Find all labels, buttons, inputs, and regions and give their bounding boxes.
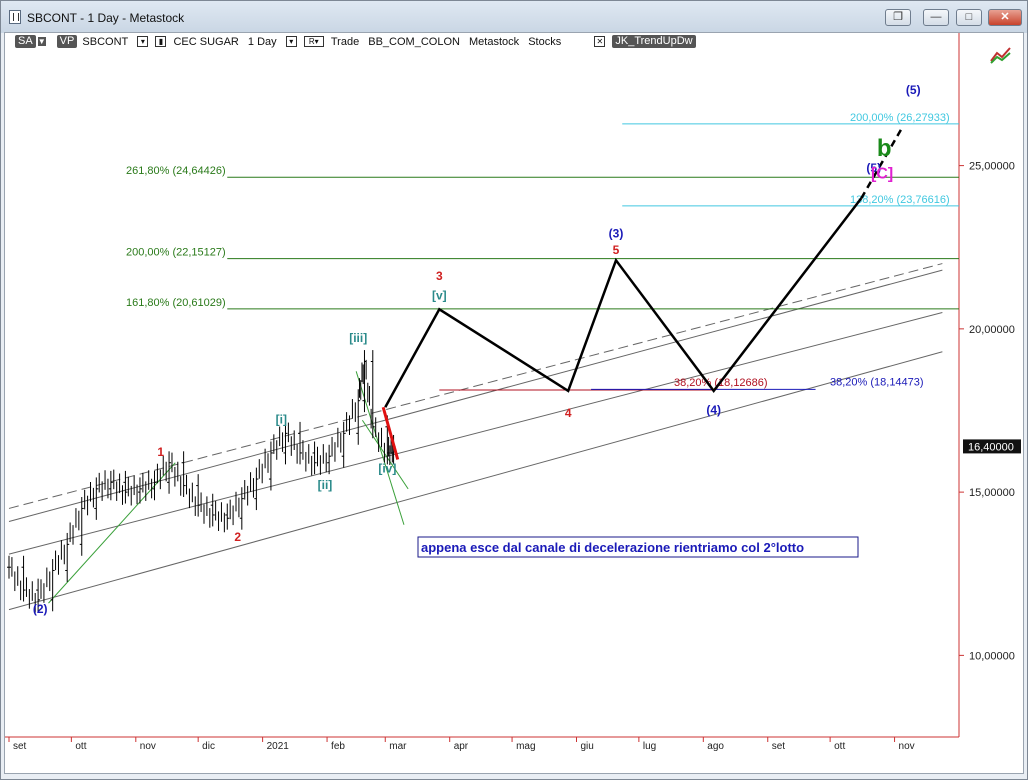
security-name: CEC SUGAR [173,35,239,48]
x-tick-label: ago [707,741,724,752]
wave-label: [C] [871,166,893,183]
wave-label: [iii] [349,331,367,345]
period-label: 1 Day [247,35,277,48]
title-bar: SBCONT - 1 Day - Metastock ❐ — □ ✕ [1,1,1027,33]
fib-label-c: 200,00% (26,27933) [850,112,950,124]
red-marker-line [381,406,400,460]
wave-label: 2 [234,530,241,544]
close-indicator-icon[interactable]: ✕ [594,36,606,47]
x-tick-label: nov [899,741,915,752]
app-icon [9,10,21,24]
sa-tag[interactable]: SA [15,35,36,48]
chart-area[interactable]: 10,00000 15,00000 20,00000 25,00000 16,40000… [4,32,1024,774]
wave-label: [i] [276,413,287,427]
window-title: SBCONT - 1 Day - Metastock [27,11,185,25]
indicator-box-icon[interactable]: ▮ [155,36,167,47]
y-tick-label: 10,00000 [969,650,1015,662]
channel-line-lower [8,351,943,611]
wave-label: 4 [565,406,572,420]
fib-label-b: 161,80% (20,61029) [126,297,226,309]
trend-chart-icon[interactable] [989,45,1013,65]
minimize-button[interactable]: — [923,9,949,26]
category-label: Stocks [528,35,562,48]
wave-label: [iv] [378,462,396,476]
x-tick-label: ott [834,741,845,752]
x-tick-label: ott [75,741,86,752]
wave-label: [v] [432,288,447,302]
x-tick-label: mag [516,741,535,752]
y-tick-label: 15,00000 [969,487,1015,499]
fib-label-b: 261,80% (24,64426) [126,165,226,177]
x-tick-label: nov [140,741,156,752]
x-tick-label: mar [389,741,407,752]
chart-legend: SA ▼ VP SBCONT ▾ ▮ CEC SUGAR 1 Day ▾ R▾ T… [15,35,698,51]
x-tick-label: lug [643,741,656,752]
retracement-label-wave4: 38,20% (18,14473) [830,376,924,388]
app-label: Metastock [469,35,520,48]
wave-label: (3) [609,226,624,240]
restore-chart-button[interactable]: ❐ [885,9,911,26]
x-tick-label: giu [581,741,594,752]
fib-label-c: 138,20% (23,76616) [850,194,950,206]
x-tick-label: dic [202,741,215,752]
dropdown-icon[interactable]: ▼ [37,37,46,46]
note-text: appena esce dal canale di decelerazione … [421,540,804,555]
vp-tag[interactable]: VP [56,35,78,48]
last-price-box [963,439,1021,454]
maximize-button[interactable]: □ [956,9,982,26]
deceleration-line-1 [355,371,405,525]
wave-label: (5) [866,161,881,175]
source-label: BB_COM_COLON [368,35,460,48]
wave-label: 1 [157,445,164,459]
x-tick-label: set [772,741,786,752]
chevron-down-icon[interactable]: ▾ [137,36,149,47]
price-chart[interactable]: 10,00000 15,00000 20,00000 25,00000 16,40000… [5,33,1023,773]
wave-projection-dashed [860,125,904,199]
wave-label: (5) [906,83,921,97]
x-tick-label: apr [454,741,469,752]
wave-label: 3 [436,269,443,283]
chevron-down-icon[interactable]: ▾ [285,36,297,47]
channel-line-mid [8,312,943,555]
wave-label: 5 [613,243,620,257]
wave-label: (2) [33,602,48,616]
y-tick-label: 20,00000 [969,324,1015,336]
wave-projection-path [384,197,863,408]
deceleration-line-2 [361,420,409,490]
channel-line-upper [8,269,943,522]
wave-label: b [877,135,892,162]
x-tick-label: 2021 [267,741,290,752]
note-box [417,536,859,558]
fib-label-b: 200,00% (22,15127) [126,247,226,259]
wave-label: (4) [706,403,721,417]
last-price-label: 16,40000 [968,441,1014,453]
wave-label: [ii] [318,478,333,492]
x-tick-label: set [13,741,27,752]
r-dropdown-icon[interactable]: R▾ [303,36,324,47]
x-tick-label: feb [331,741,345,752]
channel-line-dashed [8,263,943,509]
y-tick-label: 25,00000 [969,161,1015,173]
symbol-label: SBCONT [82,35,129,48]
close-button[interactable]: ✕ [988,9,1022,26]
indicator-tag[interactable]: JK_TrendUpDw [612,35,696,48]
mode-label: Trade [330,35,360,48]
